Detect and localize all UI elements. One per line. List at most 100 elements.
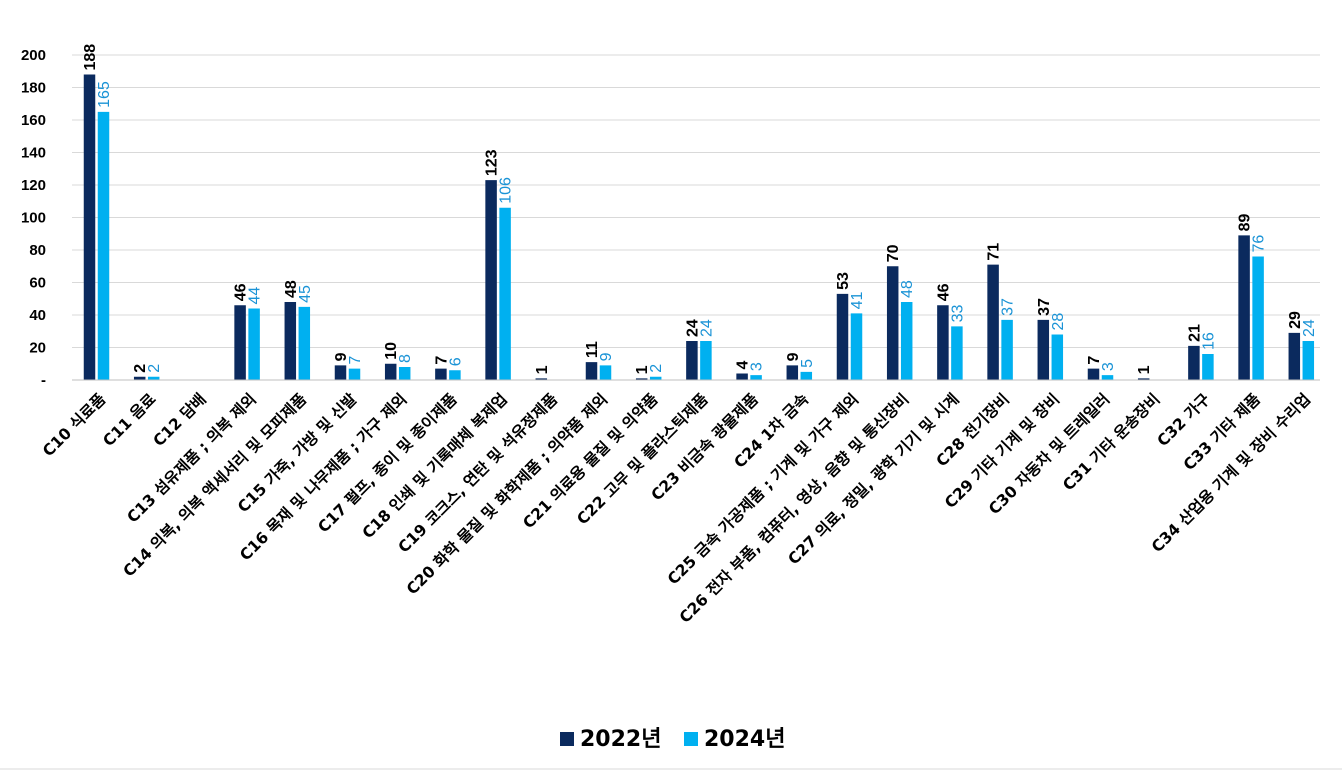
- bar-2024: [951, 326, 963, 380]
- data-label-2022: 21: [1186, 324, 1203, 342]
- data-label-2022: 11: [584, 341, 601, 358]
- bar-2022: [736, 373, 748, 380]
- bar-2024: [499, 207, 511, 380]
- bar-2024: [1051, 334, 1064, 380]
- y-tick-label: 140: [21, 145, 46, 162]
- data-label-2022: 24: [684, 319, 701, 337]
- legend: 2022년 2024년: [560, 727, 785, 752]
- bar-2024: [1101, 375, 1114, 380]
- data-label-2024: 28: [1050, 313, 1067, 331]
- legend-label-2022: 2022년: [580, 727, 661, 752]
- data-label-2024: 45: [297, 285, 314, 303]
- bar-2022: [234, 305, 246, 380]
- y-tick-label: 160: [21, 112, 46, 129]
- y-tick-label: 60: [29, 275, 46, 292]
- data-label-2024: 8: [397, 354, 414, 363]
- bars: [83, 74, 1315, 380]
- bar-2024: [800, 371, 813, 380]
- data-label-2022: 1: [1136, 365, 1153, 374]
- bar-2022: [1188, 345, 1200, 380]
- x-tick-label: C11 음료: [100, 390, 160, 450]
- y-tick-label: 200: [21, 47, 46, 64]
- bar-2024: [298, 306, 311, 380]
- data-label-2022: 1: [634, 365, 651, 374]
- data-label-2022: 10: [383, 342, 400, 360]
- bar-2024: [248, 308, 260, 380]
- bar-2024: [1302, 341, 1315, 380]
- y-tick-label: 40: [29, 307, 46, 324]
- x-tick-label: C14 의복, 의복 액세서리 및 모피제품: [119, 389, 310, 580]
- bar-2022: [133, 376, 146, 380]
- bar-2024: [1252, 256, 1264, 380]
- data-label-2022: 1: [534, 365, 551, 374]
- data-label-2022: 46: [233, 283, 250, 301]
- bar-2022: [384, 363, 397, 380]
- data-label-2022: 9: [333, 352, 350, 361]
- data-label-2024: 76: [1251, 235, 1268, 253]
- bar-2022: [535, 378, 548, 380]
- bar-2022: [284, 302, 297, 380]
- data-label-2022: 7: [1086, 356, 1103, 365]
- y-tick-label: 20: [29, 340, 46, 357]
- bar-2024: [97, 111, 110, 380]
- bar-2022: [1037, 319, 1050, 380]
- bar-2022: [987, 264, 999, 380]
- bar-2022: [1288, 332, 1301, 380]
- data-label-2024: 33: [949, 304, 966, 322]
- data-label-2024: 6: [447, 357, 464, 366]
- bar-2022: [836, 293, 849, 380]
- bar-2024: [147, 376, 160, 380]
- y-tick-label: -: [41, 372, 46, 389]
- bar-2024: [398, 367, 411, 380]
- bar-2024: [1202, 354, 1214, 380]
- bar-2022: [1137, 378, 1150, 380]
- data-label-2024: 106: [498, 177, 515, 204]
- bar-2022: [334, 365, 347, 380]
- bar-2022: [937, 305, 949, 380]
- data-label-2022: 7: [433, 356, 450, 365]
- gridlines: [72, 54, 1320, 348]
- bar-2022: [1238, 235, 1250, 380]
- data-label-2024: 2: [146, 364, 163, 373]
- x-tick-label: C10 식료품: [39, 390, 109, 460]
- data-label-2024: 2: [648, 364, 665, 373]
- data-label-2022: 2: [132, 364, 149, 373]
- data-label-2024: 48: [899, 280, 916, 298]
- bar-2022: [635, 378, 648, 380]
- legend-swatch-2024: [684, 732, 698, 746]
- bar-2022: [435, 368, 447, 380]
- data-label-2022: 123: [484, 149, 501, 176]
- data-label-2022: 89: [1237, 213, 1254, 231]
- bar-2022: [886, 266, 899, 380]
- data-label-2024: 9: [598, 352, 615, 361]
- data-label-2024: 16: [1200, 332, 1217, 350]
- data-label-2022: 37: [1036, 298, 1053, 316]
- data-label-2022: 188: [82, 44, 99, 71]
- y-tick-label: 180: [21, 80, 46, 97]
- bar-2024: [649, 376, 662, 380]
- data-label-2024: 24: [1301, 319, 1318, 337]
- bar-2022: [786, 365, 799, 380]
- bar-2022: [585, 362, 598, 380]
- data-label-2022: 53: [835, 272, 852, 290]
- data-label-2022: 71: [986, 243, 1003, 261]
- data-label-2024: 5: [799, 359, 816, 368]
- bar-2022: [1087, 368, 1100, 380]
- data-label-2022: 46: [935, 283, 952, 301]
- bar-2024: [449, 370, 461, 380]
- data-label-2022: 4: [735, 361, 752, 370]
- y-tick-label: 100: [21, 210, 46, 227]
- data-label-2024: 44: [247, 287, 264, 305]
- bar-2022: [485, 180, 497, 380]
- legend-swatch-2022: [560, 732, 574, 746]
- y-axis: - 20 40 60 80 100 120 140 160 180 200: [21, 47, 46, 389]
- data-label-2024: 3: [749, 362, 766, 371]
- y-tick-label: 80: [29, 242, 46, 259]
- data-label-2024: 37: [1000, 298, 1017, 316]
- y-tick-label: 120: [21, 177, 46, 194]
- bar-2024: [900, 302, 913, 380]
- bar-2024: [700, 341, 712, 380]
